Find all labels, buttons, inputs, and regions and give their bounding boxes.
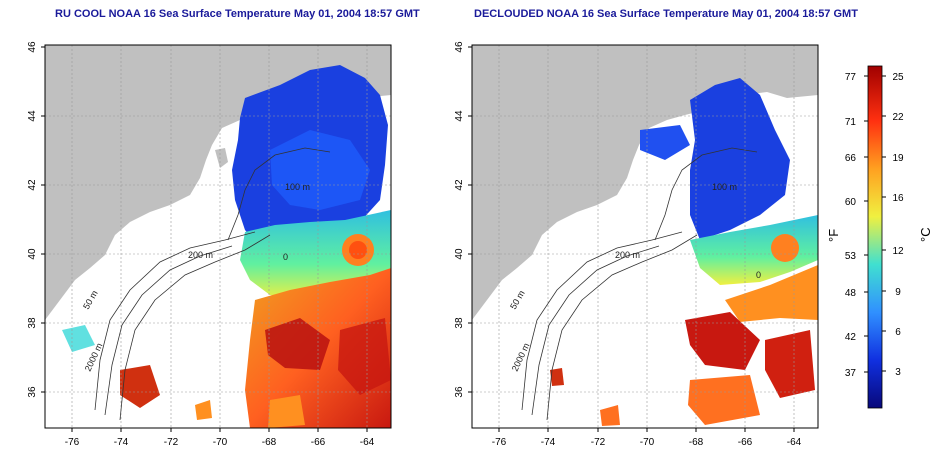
celsius-label: °C [918, 227, 933, 242]
hot-patch [685, 312, 760, 370]
warm-core-eddy-center [349, 241, 367, 259]
f-tick-label: 60 [845, 197, 857, 208]
colorbar: 77 71 66 60 53 48 42 37 25 22 19 16 12 9 6 3 °F °C [826, 65, 933, 409]
f-tick-label: 48 [845, 288, 857, 299]
x-tick-label: -70 [640, 437, 655, 448]
x-tick-label: -70 [213, 437, 228, 448]
left-x-axis: -76 -74 -72 -70 -68 -66 -64 [65, 428, 375, 448]
c-tick-label: 6 [895, 327, 901, 338]
land-mass [45, 45, 391, 320]
f-tick-label: 37 [845, 368, 857, 379]
red-patch-sw [550, 368, 564, 386]
right-map-title: DECLOUDED NOAA 16 Sea Surface Temperatur… [474, 8, 858, 20]
x-tick-label: -64 [787, 437, 802, 448]
c-tick-label: 3 [895, 367, 901, 378]
f-tick-label: 66 [845, 153, 857, 164]
f-tick-label: 71 [845, 117, 857, 128]
land-mass-nova-scotia [727, 45, 818, 82]
y-tick-label: 42 [454, 179, 465, 191]
left-gridlines [45, 45, 391, 428]
y-tick-label: 44 [27, 110, 38, 122]
warm-patch-sw [120, 365, 160, 408]
left-map-frame [44, 44, 392, 429]
x-tick-label: -72 [164, 437, 179, 448]
c-tick-label: 9 [895, 287, 901, 298]
x-tick-label: -72 [591, 437, 606, 448]
y-tick-label: 38 [454, 317, 465, 329]
y-tick-label: 38 [27, 317, 38, 329]
hot-patch-2 [765, 330, 815, 398]
x-tick-label: -64 [360, 437, 375, 448]
f-tick-label: 42 [845, 332, 857, 343]
warm-core-eddy [771, 234, 799, 262]
y-tick-label: 36 [27, 386, 38, 398]
y-tick-label: 46 [27, 41, 38, 53]
colorbar-gradient [867, 65, 883, 409]
y-tick-label: 44 [454, 110, 465, 122]
left-contour-200: 200 m [188, 250, 213, 260]
left-isobaths [94, 147, 331, 421]
y-tick-label: 42 [27, 179, 38, 191]
land-mass-cape-cod [215, 148, 228, 168]
y-tick-label: 40 [454, 248, 465, 260]
right-contour-200: 200 m [615, 250, 640, 260]
x-tick-label: -68 [262, 437, 277, 448]
x-tick-label: -74 [114, 437, 129, 448]
left-map-title: RU COOL NOAA 16 Sea Surface Temperature … [55, 8, 420, 20]
cyan-patch-sw [62, 325, 95, 352]
right-x-axis: -76 -74 -72 -70 -68 -66 -64 [492, 428, 802, 448]
y-tick-label: 46 [454, 41, 465, 53]
slope-water-region [240, 210, 391, 300]
c-tick-label: 25 [892, 72, 904, 83]
left-map: 200 m 50 m 2000 m 100 m 0 -76 -74 -72 -70 -6… [27, 41, 392, 448]
right-y-axis: 46 44 42 40 38 36 [454, 41, 472, 398]
f-tick-label: 77 [845, 72, 857, 83]
cold-water-region [690, 78, 790, 240]
fahrenheit-label: °F [826, 229, 841, 242]
orange-patches [195, 395, 305, 428]
right-contour-100: 100 m [712, 182, 737, 192]
x-tick-label: -66 [738, 437, 753, 448]
x-tick-label: -76 [492, 437, 507, 448]
c-tick-label: 22 [892, 112, 904, 123]
c-tick-label: 12 [892, 246, 904, 257]
right-contour-0: 0 [756, 270, 761, 280]
right-map-frame [471, 44, 819, 429]
land-mass [472, 45, 818, 320]
gulf-stream-region [725, 265, 818, 322]
colorbar-celsius-ticks: 25 22 19 16 12 9 6 3 [882, 72, 904, 378]
right-map: 200 m 50 m 2000 m 100 m 0 -76 -74 -72 -70 -6… [454, 41, 819, 448]
slope-water-region [690, 215, 818, 285]
x-tick-label: -66 [311, 437, 326, 448]
cold-water-patch [640, 125, 690, 160]
f-tick-label: 53 [845, 251, 857, 262]
y-tick-label: 40 [27, 248, 38, 260]
left-contour-0: 0 [283, 252, 288, 262]
left-y-axis: 46 44 42 40 38 36 [27, 41, 45, 398]
x-tick-label: -74 [541, 437, 556, 448]
right-gridlines [472, 45, 818, 428]
x-tick-label: -68 [689, 437, 704, 448]
c-tick-label: 16 [892, 193, 904, 204]
colorbar-fahrenheit-ticks: 77 71 66 60 53 48 42 37 [845, 72, 868, 379]
x-tick-label: -76 [65, 437, 80, 448]
left-contour-100: 100 m [285, 182, 310, 192]
hot-patch [265, 318, 330, 370]
c-tick-label: 19 [892, 153, 904, 164]
hot-patch-2 [338, 318, 391, 395]
orange-patches [600, 375, 760, 426]
right-isobaths [521, 147, 758, 421]
y-tick-label: 36 [454, 386, 465, 398]
